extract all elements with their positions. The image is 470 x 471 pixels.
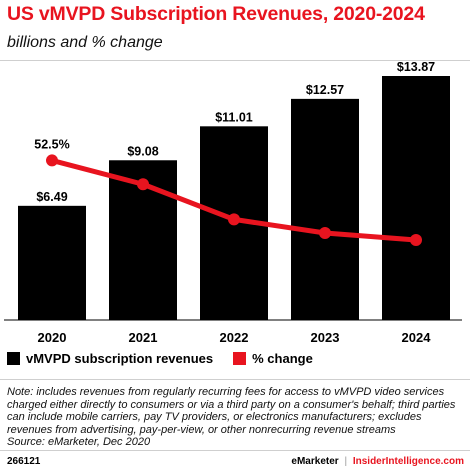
note-text: Note: includes revenues from regularly r… [7, 386, 456, 436]
brand-insider-intelligence: InsiderIntelligence.com [352, 456, 464, 467]
legend-label-change: % change [252, 351, 313, 366]
legend-item-change: % change [233, 351, 313, 366]
legend-label-revenues: vMVPD subscription revenues [26, 351, 214, 366]
x-tick-2022: 2022 [220, 330, 249, 345]
change-point-2021 [137, 178, 149, 191]
note-divider [0, 379, 470, 380]
top-divider [0, 60, 470, 61]
bar-label-2023: $12.57 [306, 83, 344, 97]
footer-brand: eMarketer | InsiderIntelligence.com [291, 456, 464, 467]
brand-separator: | [344, 456, 348, 467]
bar-label-2024: $13.87 [397, 62, 435, 74]
legend: vMVPD subscription revenues % change [7, 351, 333, 366]
change-label-2021: 39.9% [125, 197, 160, 211]
bar-label-2021: $9.08 [127, 144, 158, 158]
bar-2023 [291, 98, 359, 320]
chart-subtitle: billions and % change [7, 34, 163, 51]
change-label-2024: 10.4% [398, 253, 433, 267]
chart-title: US vMVPD Subscription Revenues, 2020-202… [7, 3, 425, 25]
change-point-2022 [228, 213, 240, 226]
bar-2024 [382, 76, 450, 320]
bar-2020 [18, 205, 86, 320]
x-tick-2021: 2021 [129, 330, 158, 345]
bar-label-2022: $11.01 [215, 110, 253, 124]
change-point-2023 [319, 227, 331, 240]
x-tick-2020: 2020 [38, 330, 67, 345]
chart-id: 266121 [7, 456, 41, 467]
chart-area: $6.49 2020 $9.08 2021 $11.01 2022 $12.57 2023 $1… [4, 62, 462, 345]
brand-emarketer: eMarketer [291, 456, 339, 467]
change-label-2022: 21.3% [216, 232, 251, 246]
change-label-2023: 14.1% [307, 246, 342, 260]
legend-swatch-bar [7, 352, 20, 365]
change-point-2020 [46, 154, 58, 167]
bar-label-2020: $6.49 [36, 190, 67, 204]
change-point-2024 [410, 234, 422, 246]
x-tick-2024: 2024 [402, 330, 432, 345]
legend-item-revenues: vMVPD subscription revenues [7, 351, 213, 366]
change-label-2020: 52.5% [34, 137, 69, 151]
source-text: Source: eMarketer, Dec 2020 [7, 436, 151, 449]
footer: 266121 eMarketer | InsiderIntelligence.c… [0, 451, 470, 471]
legend-swatch-line [233, 352, 247, 365]
footnote: Note: includes revenues from regularly r… [7, 386, 467, 449]
footer-divider [0, 450, 470, 451]
x-tick-2023: 2023 [311, 330, 340, 345]
